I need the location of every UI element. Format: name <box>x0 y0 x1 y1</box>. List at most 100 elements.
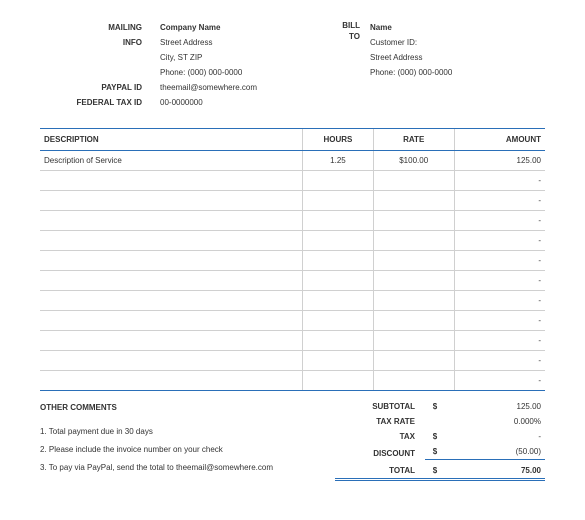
cell-hours <box>303 291 374 311</box>
left-labels: MAILING INFO PAYPAL ID FEDERAL TAX ID <box>40 20 150 110</box>
table-row: - <box>40 231 545 251</box>
cell-amount: - <box>454 271 545 291</box>
mailing-info-label-2: INFO <box>40 35 142 50</box>
cell-rate <box>373 351 454 371</box>
table-row: - <box>40 291 545 311</box>
totals-block: SUBTOTAL $ 125.00 TAX RATE 0.000% TAX $ … <box>335 399 545 481</box>
discount-currency: $ <box>425 447 445 456</box>
company-col: Company Name Street Address City, ST ZIP… <box>160 20 320 110</box>
cell-desc <box>40 291 303 311</box>
paypal-id-label: PAYPAL ID <box>40 80 142 95</box>
total-row: TOTAL $ 75.00 <box>335 463 545 481</box>
tax-value: - <box>445 432 545 441</box>
table-row: - <box>40 311 545 331</box>
cell-rate <box>373 171 454 191</box>
cell-amount: - <box>454 171 545 191</box>
cell-desc <box>40 351 303 371</box>
subtotal-value: 125.00 <box>445 402 545 411</box>
comments-title: OTHER COMMENTS <box>40 399 335 417</box>
subtotal-currency: $ <box>425 402 445 411</box>
table-row: - <box>40 271 545 291</box>
taxrate-value: 0.000% <box>445 417 545 426</box>
taxrate-currency <box>425 417 445 426</box>
cell-hours <box>303 171 374 191</box>
cell-desc <box>40 331 303 351</box>
billto-label-col: BILL TO <box>330 20 360 110</box>
cell-hours <box>303 191 374 211</box>
col-amount: AMOUNT <box>454 129 545 151</box>
company-street: Street Address <box>160 35 320 50</box>
total-currency: $ <box>425 466 445 475</box>
table-row: - <box>40 371 545 391</box>
subtotal-row: SUBTOTAL $ 125.00 <box>335 399 545 414</box>
cell-desc: Description of Service <box>40 151 303 171</box>
table-header-row: DESCRIPTION HOURS RATE AMOUNT <box>40 129 545 151</box>
table-row: - <box>40 251 545 271</box>
cell-desc <box>40 191 303 211</box>
taxrate-row: TAX RATE 0.000% <box>335 414 545 429</box>
cell-hours <box>303 371 374 391</box>
col-description: DESCRIPTION <box>40 129 303 151</box>
cell-hours <box>303 211 374 231</box>
cell-rate <box>373 311 454 331</box>
cell-amount: - <box>454 211 545 231</box>
cell-rate <box>373 371 454 391</box>
cell-desc <box>40 231 303 251</box>
cell-amount: - <box>454 371 545 391</box>
discount-value: (50.00) <box>445 447 545 456</box>
tax-currency: $ <box>425 432 445 441</box>
cell-hours <box>303 251 374 271</box>
tax-row: TAX $ - <box>335 429 545 444</box>
cell-amount: - <box>454 231 545 251</box>
company-taxid: 00-0000000 <box>160 95 320 110</box>
cell-rate <box>373 291 454 311</box>
footer-section: OTHER COMMENTS 1. Total payment due in 3… <box>40 399 545 481</box>
discount-row: DISCOUNT $ (50.00) <box>335 444 545 463</box>
invoice-page: MAILING INFO PAYPAL ID FEDERAL TAX ID Co… <box>0 0 585 501</box>
cell-desc <box>40 171 303 191</box>
billto-phone: Phone: (000) 000-0000 <box>370 65 545 80</box>
table-row: - <box>40 171 545 191</box>
cell-amount: - <box>454 251 545 271</box>
cell-hours: 1.25 <box>303 151 374 171</box>
col-rate: RATE <box>373 129 454 151</box>
cell-amount: - <box>454 311 545 331</box>
table-row: Description of Service1.25$100.00125.00 <box>40 151 545 171</box>
cell-desc <box>40 371 303 391</box>
line-items-table: DESCRIPTION HOURS RATE AMOUNT Descriptio… <box>40 128 545 391</box>
company-city: City, ST ZIP <box>160 50 320 65</box>
cell-amount: - <box>454 291 545 311</box>
cell-amount: - <box>454 351 545 371</box>
table-row: - <box>40 331 545 351</box>
cell-desc <box>40 211 303 231</box>
cell-amount: - <box>454 331 545 351</box>
billto-label-1: BILL <box>330 20 360 31</box>
table-row: - <box>40 211 545 231</box>
company-paypal: theemail@somewhere.com <box>160 80 320 95</box>
cell-rate <box>373 271 454 291</box>
cell-desc <box>40 271 303 291</box>
cell-rate <box>373 331 454 351</box>
cell-hours <box>303 271 374 291</box>
cell-hours <box>303 311 374 331</box>
subtotal-label: SUBTOTAL <box>335 402 425 411</box>
tax-label: TAX <box>335 432 425 441</box>
comment-line: 3. To pay via PayPal, send the total to … <box>40 459 335 477</box>
col-hours: HOURS <box>303 129 374 151</box>
cell-hours <box>303 331 374 351</box>
table-row: - <box>40 351 545 371</box>
billto-customer-id: Customer ID: <box>370 35 545 50</box>
total-label: TOTAL <box>335 466 425 475</box>
cell-amount: - <box>454 191 545 211</box>
cell-rate <box>373 211 454 231</box>
comment-line: 2. Please include the invoice number on … <box>40 441 335 459</box>
billto-col: Name Customer ID: Street Address Phone: … <box>370 20 545 110</box>
cell-rate <box>373 191 454 211</box>
header-section: MAILING INFO PAYPAL ID FEDERAL TAX ID Co… <box>40 20 545 110</box>
comment-line: 1. Total payment due in 30 days <box>40 423 335 441</box>
company-phone: Phone: (000) 000-0000 <box>160 65 320 80</box>
comments-block: OTHER COMMENTS 1. Total payment due in 3… <box>40 399 335 481</box>
cell-desc <box>40 251 303 271</box>
taxrate-label: TAX RATE <box>335 417 425 426</box>
cell-rate: $100.00 <box>373 151 454 171</box>
